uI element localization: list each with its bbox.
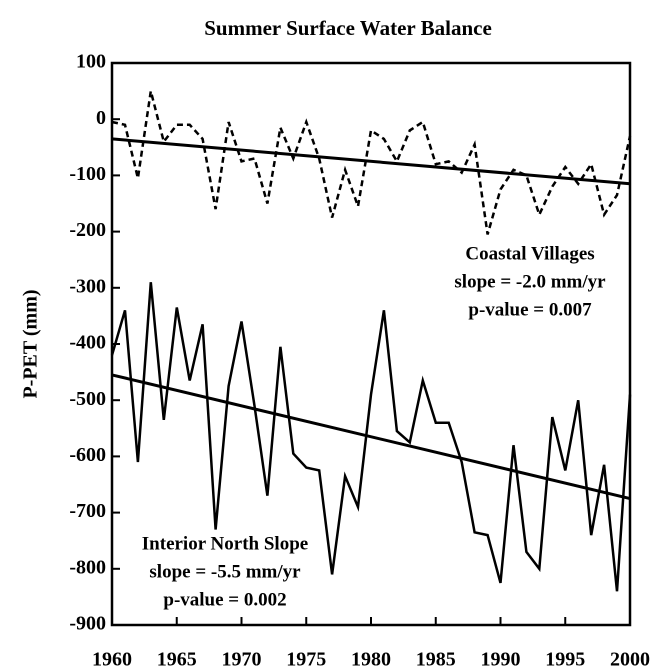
annotation: p-value = 0.007 bbox=[468, 299, 592, 320]
annotation: slope = -2.0 mm/yr bbox=[454, 271, 606, 292]
annotation: Coastal Villages bbox=[465, 243, 594, 264]
y-tick-label: -200 bbox=[69, 219, 106, 241]
chart-title: Summer Surface Water Balance bbox=[204, 16, 492, 40]
annotation: p-value = 0.002 bbox=[163, 589, 286, 610]
annotation: slope = -5.5 mm/yr bbox=[149, 561, 301, 582]
x-tick-label: 1980 bbox=[351, 649, 391, 671]
trend-line bbox=[111, 373, 631, 501]
y-tick-label: 0 bbox=[96, 107, 106, 129]
y-tick-label: -300 bbox=[69, 275, 106, 297]
x-tick-label: 2000 bbox=[610, 649, 650, 671]
series-line bbox=[111, 90, 632, 235]
y-axis-label: P-PET (mm) bbox=[20, 289, 42, 398]
trend-line bbox=[111, 137, 631, 186]
y-tick-label: -500 bbox=[69, 388, 106, 410]
y-tick-label: -400 bbox=[69, 332, 106, 354]
x-tick-label: 1965 bbox=[157, 649, 197, 671]
y-tick-label: 100 bbox=[76, 51, 106, 73]
y-tick-label: -100 bbox=[69, 163, 106, 185]
series-line bbox=[110, 282, 632, 592]
y-tick-label: -700 bbox=[69, 500, 106, 522]
y-tick-label: -800 bbox=[69, 556, 106, 578]
x-tick-label: 1995 bbox=[545, 649, 585, 671]
annotation: Interior North Slope bbox=[142, 533, 308, 554]
y-tick-label: -900 bbox=[69, 613, 106, 635]
x-tick-label: 1990 bbox=[481, 649, 521, 671]
x-tick-label: 1970 bbox=[222, 649, 262, 671]
x-tick-label: 1985 bbox=[416, 649, 456, 671]
x-tick-label: 1960 bbox=[92, 649, 132, 671]
x-tick-label: 1975 bbox=[286, 649, 326, 671]
y-tick-label: -600 bbox=[69, 444, 106, 466]
